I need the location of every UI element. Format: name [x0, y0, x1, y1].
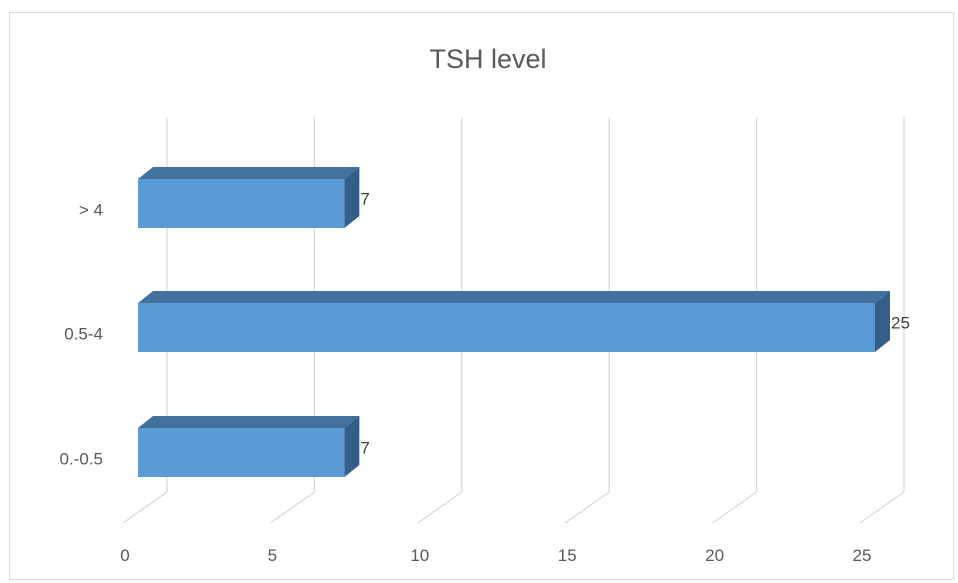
bar-0.-0.5 — [138, 416, 360, 477]
data-label-0.-0.5: 7 — [360, 439, 369, 458]
chart-title: TSH level — [429, 44, 546, 74]
x-tick-label: 15 — [558, 546, 577, 565]
y-category-label: 0.-0.5 — [60, 450, 103, 469]
bar-top-face — [138, 291, 890, 303]
data-label-> 4: 7 — [360, 190, 369, 209]
x-tick-label: 5 — [268, 546, 277, 565]
floor-gridline-20 — [712, 491, 757, 524]
floor-gridline-15 — [564, 491, 610, 524]
bar-front-face — [138, 428, 345, 477]
bar-side-face — [875, 291, 890, 352]
data-label-0.5-4: 25 — [891, 314, 910, 333]
y-category-label: > 4 — [79, 201, 103, 220]
floor-gridline-5 — [270, 491, 315, 524]
labels: 0 5 10 15 20 25 7 0.-0.5 25 0.5-4 7 > 4 — [60, 190, 910, 566]
bar-> 4 — [138, 167, 360, 228]
x-tick-label: 25 — [853, 546, 872, 565]
floor-gridline-0 — [122, 491, 168, 524]
floor-gridline-10 — [417, 491, 463, 524]
bar-top-face — [138, 167, 360, 179]
bar-top-face — [138, 416, 360, 428]
x-tick-label: 0 — [120, 546, 129, 565]
y-category-label: 0.5-4 — [64, 325, 103, 344]
bar-side-face — [344, 167, 360, 228]
bar-side-face — [344, 416, 360, 477]
floor-gridline-25 — [859, 491, 905, 524]
bars — [138, 167, 890, 477]
x-tick-label: 20 — [705, 546, 724, 565]
bar-0.5-4 — [138, 291, 890, 352]
bar-front-face — [138, 179, 345, 228]
x-tick-label: 10 — [410, 546, 429, 565]
bar-front-face — [138, 303, 875, 352]
